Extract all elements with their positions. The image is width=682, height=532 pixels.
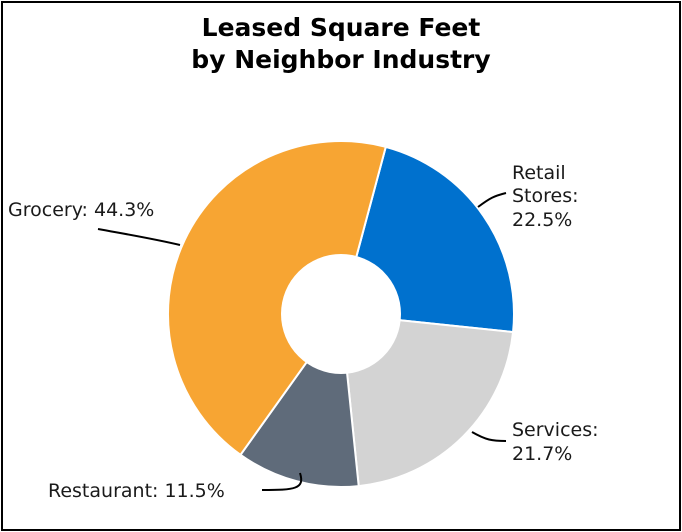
label-grocery: Grocery: 44.3%	[8, 199, 154, 221]
slice-grocery	[166, 139, 388, 457]
leader-line-retail-stores	[477, 192, 507, 208]
label-retail-stores-line-3: 22.5%	[512, 209, 572, 231]
label-retail-stores-line-1: Retail	[512, 162, 566, 184]
label-retail-stores-line-2: Stores:	[512, 185, 579, 207]
chart-title-line-1: Leased Square Feet	[201, 13, 481, 42]
leader-line-restaurant	[261, 472, 303, 491]
chart-title-line-2: by Neighbor Industry	[191, 45, 491, 74]
label-restaurant: Restaurant: 11.5%	[48, 480, 225, 502]
donut-hole	[281, 254, 401, 374]
label-services-line-1: Services:	[512, 419, 599, 441]
leader-line-grocery	[97, 228, 181, 246]
leader-line-services	[471, 431, 507, 442]
label-services-line-2: 21.7%	[512, 443, 572, 465]
slice-services	[339, 312, 515, 488]
chart-title: Leased Square Feet by Neighbor Industry	[0, 12, 682, 76]
